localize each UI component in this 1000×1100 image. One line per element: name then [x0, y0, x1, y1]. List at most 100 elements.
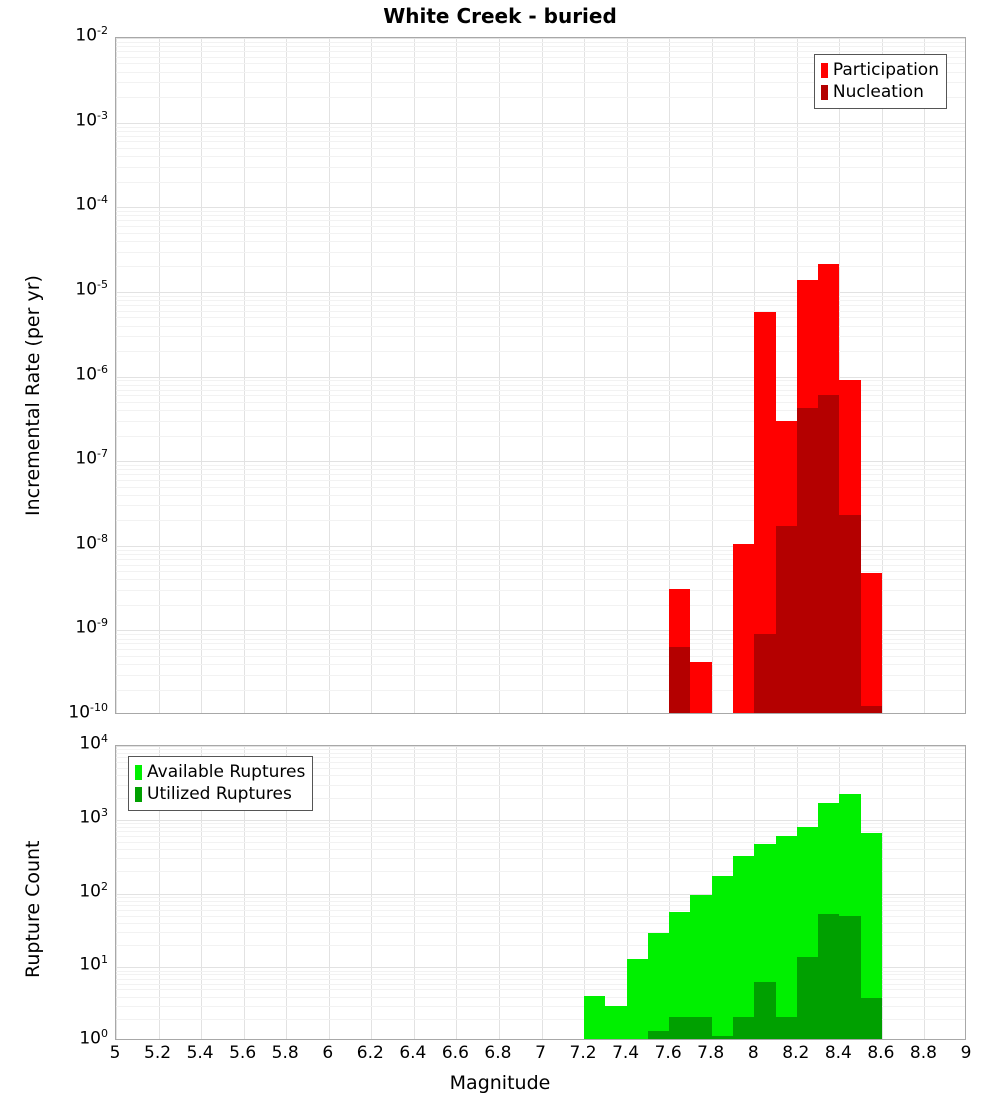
y-tick-label: 10-10: [68, 701, 108, 723]
bottom-legend: Available Ruptures Utilized Ruptures: [128, 756, 314, 811]
legend-label-utilized-ruptures: Utilized Ruptures: [147, 784, 292, 804]
x-tick-label: 6.2: [356, 1043, 384, 1063]
gridline-horizontal: [116, 469, 965, 471]
x-tick-label: 8.8: [909, 1043, 937, 1063]
bar-segment-overlay: [775, 526, 797, 713]
legend-item-nucleation: Nucleation: [820, 81, 939, 103]
bottom-gridlines: [116, 746, 965, 1039]
gridline-horizontal: [116, 126, 965, 128]
bar-segment-overlay: [732, 1016, 755, 1039]
gridline-horizontal: [116, 989, 965, 991]
y-tick-label: 10-3: [75, 108, 108, 131]
x-tick-label: 8: [747, 1043, 759, 1063]
x-tick-label: 5.6: [229, 1043, 257, 1063]
y-tick-label: 10-4: [75, 193, 108, 215]
gridline-horizontal: [116, 181, 965, 183]
gridline-horizontal: [116, 166, 965, 168]
bar-segment-overlay: [754, 634, 776, 713]
bar-segment-total: [711, 876, 733, 1039]
gridline-horizontal: [116, 871, 965, 873]
participation-swatch-icon: [820, 62, 828, 78]
gridline-vertical: [669, 746, 671, 1039]
bar-segment-total: [647, 933, 670, 1039]
gridline-horizontal: [116, 63, 965, 65]
bar-segment-overlay: [647, 1030, 670, 1039]
gridline-horizontal: [116, 630, 965, 632]
nucleation-swatch-icon: [820, 84, 828, 100]
gridline-horizontal: [116, 831, 965, 833]
gridline-horizontal: [116, 220, 965, 222]
bar-segment-total: [732, 543, 755, 713]
gridline-horizontal: [116, 749, 965, 751]
gridline-vertical: [116, 38, 117, 713]
top-y-axis-label: Incremental Rate (per yr): [22, 274, 44, 516]
gridline-horizontal: [116, 71, 965, 73]
bar-segment-overlay: [818, 914, 840, 1039]
y-tick-label: 10-9: [75, 616, 108, 639]
gridline-horizontal: [116, 649, 965, 651]
gridline-horizontal: [116, 207, 965, 209]
y-tick-label: 100: [79, 1027, 108, 1049]
y-tick-label: 10-2: [75, 24, 108, 46]
bar: [732, 856, 755, 1039]
bar: [669, 912, 691, 1039]
y-tick-label: 10-7: [75, 447, 108, 469]
bar: [626, 959, 648, 1039]
bar-segment-total: [732, 856, 755, 1039]
bar-segment-total: [775, 836, 797, 1039]
bar-segment-overlay: [669, 647, 691, 713]
gridline-horizontal: [116, 849, 965, 851]
bar: [605, 1006, 627, 1039]
gridline-horizontal: [116, 1018, 965, 1020]
x-tick-label: 5: [109, 1043, 121, 1063]
bar-segment-overlay: [690, 1016, 712, 1039]
gridline-horizontal: [116, 215, 965, 217]
gridline-horizontal: [116, 564, 965, 566]
top-bars: [116, 38, 965, 713]
bar: [775, 836, 797, 1039]
bar-segment-total: [669, 912, 691, 1039]
page-title: White Creek - buried: [383, 4, 617, 28]
gridline-horizontal: [116, 520, 965, 522]
gridline-vertical: [626, 746, 628, 1039]
gridline-horizontal: [116, 900, 965, 902]
gridline-horizontal: [116, 558, 965, 560]
gridline-horizontal: [116, 295, 965, 297]
bar-segment-overlay: [818, 394, 840, 713]
bar-segment-total: [690, 894, 712, 1039]
bar: [860, 573, 882, 713]
gridline-horizontal: [116, 978, 965, 980]
gridline-vertical: [371, 38, 373, 713]
x-tick-label: 8.6: [867, 1043, 895, 1063]
bar-segment-total: [605, 1006, 627, 1039]
x-tick-label: 9: [960, 1043, 972, 1063]
bar: [796, 826, 819, 1039]
gridline-horizontal: [116, 251, 965, 253]
bar-segment-total: [754, 311, 776, 713]
incremental-rate-plot: Participation Nucleation: [115, 37, 966, 714]
x-axis-label: Magnitude: [449, 1072, 551, 1094]
gridline-vertical: [201, 38, 203, 713]
gridline-horizontal: [116, 156, 965, 158]
gridline-vertical: [158, 38, 160, 713]
gridline-horizontal: [116, 486, 965, 488]
gridline-vertical: [881, 38, 883, 713]
gridline-horizontal: [116, 1005, 965, 1007]
gridline-vertical: [498, 746, 500, 1039]
gridline-horizontal: [116, 768, 965, 770]
gridline-horizontal: [116, 655, 965, 657]
gridline-horizontal: [116, 970, 965, 972]
gridline-horizontal: [116, 945, 965, 947]
gridline-horizontal: [116, 689, 965, 691]
gridline-vertical: [711, 38, 713, 713]
bar-segment-total: [860, 833, 882, 1039]
gridline-horizontal: [116, 317, 965, 319]
y-tick-label: 102: [79, 879, 108, 902]
legend-item-utilized-ruptures: Utilized Ruptures: [135, 783, 305, 805]
gridline-horizontal: [116, 579, 965, 581]
bar-segment-overlay: [796, 408, 819, 713]
legend-label-available-ruptures: Available Ruptures: [147, 762, 306, 782]
bar: [754, 844, 776, 1039]
gridline-horizontal: [116, 922, 965, 924]
bar-segment-overlay: [860, 706, 882, 713]
